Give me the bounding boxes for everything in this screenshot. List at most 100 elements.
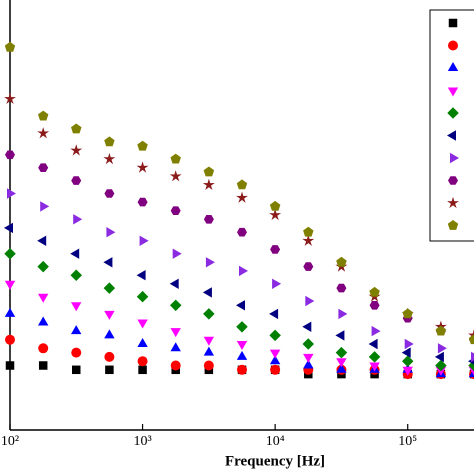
data-point — [37, 235, 47, 246]
data-point — [71, 123, 82, 134]
legend-marker — [448, 176, 458, 185]
data-point — [38, 110, 49, 121]
data-point — [402, 308, 413, 319]
data-point — [239, 265, 248, 277]
data-point — [136, 270, 146, 281]
data-point — [371, 325, 381, 337]
legend-marker — [448, 18, 458, 28]
data-point — [137, 140, 148, 151]
legend-marker — [447, 62, 459, 71]
data-point — [305, 295, 315, 307]
data-point — [137, 319, 148, 329]
data-point — [103, 282, 116, 294]
data-point — [106, 227, 116, 238]
data-point — [236, 364, 247, 375]
data-point — [73, 214, 83, 225]
legend-marker — [447, 130, 456, 141]
data-point — [37, 127, 50, 139]
legend-marker — [447, 87, 459, 97]
data-point — [270, 364, 281, 375]
data-point — [4, 222, 13, 234]
data-point — [137, 197, 148, 207]
data-point — [269, 200, 281, 211]
data-point — [139, 235, 149, 246]
data-point — [137, 356, 148, 367]
data-point — [38, 316, 49, 326]
data-point — [40, 201, 50, 212]
data-point — [437, 343, 447, 354]
data-point — [105, 365, 114, 375]
data-point — [369, 301, 380, 310]
data-point — [302, 321, 312, 332]
data-point — [402, 355, 414, 367]
data-point — [302, 338, 314, 350]
data-point — [270, 245, 281, 254]
data-point — [138, 365, 147, 375]
data-point — [4, 307, 16, 317]
data-point — [237, 227, 247, 237]
data-point — [136, 290, 149, 303]
x-tick-label: 10² — [1, 434, 19, 449]
data-point — [303, 262, 314, 271]
data-point — [137, 338, 148, 347]
data-point — [5, 361, 15, 370]
data-point — [303, 353, 314, 363]
data-point — [435, 359, 447, 372]
data-point — [169, 278, 179, 289]
data-point — [7, 188, 16, 199]
data-point — [71, 302, 82, 312]
data-point — [4, 280, 16, 290]
data-point — [170, 342, 181, 352]
data-point — [269, 355, 281, 365]
data-point — [338, 308, 348, 320]
data-point — [103, 152, 116, 165]
data-point — [70, 144, 83, 156]
data-point — [203, 215, 214, 224]
data-point — [170, 328, 181, 338]
data-point — [236, 300, 245, 311]
data-point — [369, 286, 380, 297]
x-tick-label: 10³ — [133, 434, 151, 449]
legend-marker — [448, 40, 458, 51]
data-point — [205, 257, 215, 268]
legend-marker — [447, 220, 459, 230]
data-point — [5, 334, 15, 345]
x-axis-label: Frequency [Hz] — [225, 453, 325, 469]
data-point — [203, 308, 215, 320]
data-point — [368, 338, 378, 350]
data-point — [4, 248, 16, 260]
data-point — [104, 189, 115, 198]
data-point — [103, 257, 113, 268]
x-tick-label: 10⁴ — [266, 434, 285, 449]
data-point — [336, 283, 347, 293]
data-point — [71, 365, 81, 375]
data-point — [172, 248, 182, 259]
data-point — [369, 362, 380, 372]
data-point — [170, 206, 181, 215]
legend-marker — [447, 107, 459, 119]
data-point — [236, 179, 248, 190]
data-point — [202, 178, 215, 190]
data-point — [71, 325, 82, 335]
data-point — [170, 360, 181, 371]
data-point — [104, 329, 115, 339]
data-point — [70, 248, 80, 259]
data-point — [236, 191, 248, 203]
data-point — [335, 330, 345, 341]
data-point — [169, 170, 182, 182]
data-point — [336, 256, 347, 267]
data-point — [302, 234, 315, 246]
data-point — [70, 269, 82, 281]
data-point — [104, 136, 115, 147]
data-point — [368, 351, 381, 363]
data-point — [136, 161, 149, 173]
data-point — [435, 325, 447, 336]
data-point — [269, 329, 281, 342]
data-point — [38, 361, 48, 370]
data-point — [336, 363, 347, 373]
data-point — [104, 351, 115, 362]
data-point — [38, 163, 49, 172]
data-point — [71, 176, 82, 185]
data-point — [269, 208, 282, 221]
